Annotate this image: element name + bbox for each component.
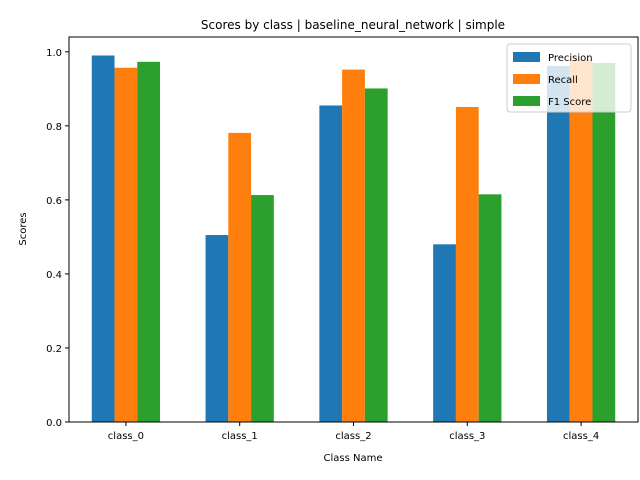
- bar-f1-score-class_3: [478, 194, 502, 422]
- bar-recall-class_2: [342, 69, 365, 423]
- bar-f1-score-class_1: [251, 195, 274, 422]
- legend: Precision Recall F1 Score: [506, 43, 632, 113]
- bar-precision-class_2: [319, 105, 343, 422]
- legend-label: F1 Score: [548, 97, 591, 108]
- x-axis-ticks: class_0 class_1 class_2 class_3 class_4: [108, 422, 599, 442]
- legend-swatch: [513, 52, 540, 62]
- bar-f1-score-class_4: [592, 62, 616, 423]
- y-tick-label: 0.0: [46, 418, 62, 429]
- bar-precision-class_0: [91, 55, 115, 423]
- x-tick-label: class_4: [563, 431, 599, 442]
- bar-f1-score-class_2: [364, 88, 388, 423]
- legend-label: Recall: [548, 75, 578, 86]
- y-tick-label: 1.0: [46, 48, 62, 59]
- legend-swatch: [513, 96, 540, 106]
- bar-recall-class_1: [228, 132, 252, 422]
- bar-f1-score-class_0: [137, 61, 161, 422]
- bar-recall-class_3: [455, 106, 479, 423]
- chart-title: Scores by class | baseline_neural_networ…: [201, 18, 505, 32]
- bars-group: [91, 55, 616, 423]
- y-tick-label: 0.6: [46, 196, 62, 207]
- bar-recall-class_4: [569, 59, 593, 422]
- x-tick-label: class_1: [222, 431, 258, 442]
- y-tick-label: 0.8: [46, 122, 62, 133]
- legend-label: Precision: [548, 53, 593, 64]
- x-tick-label: class_3: [449, 431, 485, 442]
- bar-recall-class_0: [114, 67, 138, 423]
- y-axis-label: Scores: [18, 212, 29, 245]
- bar-precision-class_4: [546, 65, 570, 422]
- bar-precision-class_1: [205, 235, 229, 422]
- y-axis-ticks: 0.0 0.2 0.4 0.6 0.8 1.0: [46, 48, 69, 429]
- legend-swatch: [513, 74, 540, 84]
- y-tick-label: 0.4: [46, 270, 62, 281]
- y-tick-label: 0.2: [46, 344, 62, 355]
- x-tick-label: class_2: [335, 431, 371, 442]
- bar-precision-class_3: [433, 244, 456, 422]
- x-tick-label: class_0: [108, 431, 144, 442]
- x-axis-label: Class Name: [324, 453, 383, 464]
